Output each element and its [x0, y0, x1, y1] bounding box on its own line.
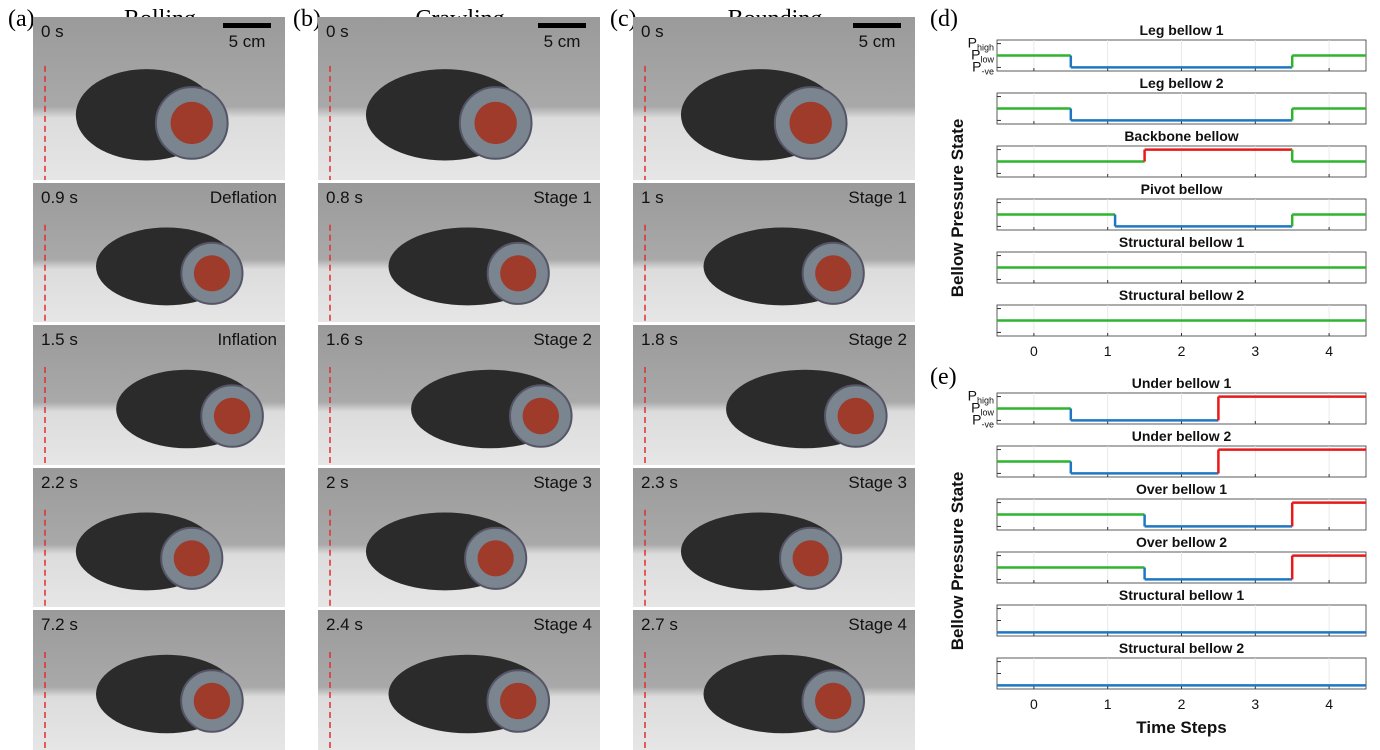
panel-label: (a)	[8, 6, 35, 32]
frame-note: Stage 3	[848, 473, 907, 492]
frame-time: 1.5 s	[41, 330, 78, 349]
robot-core	[194, 255, 230, 291]
robot-core	[478, 540, 514, 576]
frame-time: 2.3 s	[641, 473, 678, 492]
frame-note: Stage 2	[848, 330, 907, 349]
subplot-title: Backbone bellow	[1124, 128, 1238, 144]
subplot-title: Under bellow 2	[1132, 428, 1232, 444]
subplot-title: Structural bellow 2	[1119, 640, 1244, 656]
robot-core	[500, 255, 536, 291]
subplot-title: Over bellow 2	[1136, 534, 1227, 550]
subplot-title: Leg bellow 1	[1139, 22, 1223, 38]
panel-label: (b)	[293, 6, 321, 32]
frame-time: 0 s	[326, 22, 349, 41]
subplot-title: Leg bellow 2	[1139, 75, 1223, 91]
robot-core	[815, 683, 851, 719]
x-tick-label: 4	[1325, 696, 1333, 712]
frame-note: Stage 4	[533, 615, 592, 634]
robot-core	[174, 540, 210, 576]
x-tick-label: 0	[1030, 343, 1038, 359]
frame-time: 2.2 s	[41, 473, 78, 492]
frame-time: 0 s	[41, 22, 64, 41]
frame-time: 1 s	[641, 188, 664, 207]
robot-core	[171, 102, 213, 144]
frame-note: Deflation	[210, 188, 277, 207]
scale-label: 5 cm	[544, 32, 581, 51]
frame-note: Stage 4	[848, 615, 907, 634]
scale-bar	[223, 23, 271, 28]
frame-time: 2.4 s	[326, 615, 363, 634]
frame-time: 1.6 s	[326, 330, 363, 349]
frame-time: 2.7 s	[641, 615, 678, 634]
subplot-title: Structural bellow 2	[1119, 287, 1244, 303]
robot-core	[789, 102, 831, 144]
x-axis-label: Time Steps	[1136, 718, 1226, 737]
y-axis-label: Bellow Pressure State	[948, 472, 967, 651]
scale-bar	[538, 23, 586, 28]
robot-core	[523, 398, 559, 434]
frame-note: Stage 3	[533, 473, 592, 492]
scale-label: 5 cm	[859, 32, 896, 51]
y-tick-label-sub: -ve	[981, 419, 994, 429]
figure: (a)Rolling0 s5 cm0.9 sDeflation1.5 sInfl…	[0, 0, 1380, 750]
x-tick-label: 1	[1104, 343, 1112, 359]
x-tick-label: 0	[1030, 696, 1038, 712]
panel-label: (c)	[610, 6, 637, 32]
subplot-title: Over bellow 1	[1136, 481, 1227, 497]
frame-time: 0 s	[641, 22, 664, 41]
scale-label: 5 cm	[229, 32, 266, 51]
frame-note: Stage 1	[848, 188, 907, 207]
robot-core	[793, 540, 829, 576]
x-tick-label: 2	[1178, 343, 1186, 359]
frame-note: Inflation	[217, 330, 277, 349]
robot-core	[194, 683, 230, 719]
y-tick-label-sub: low	[980, 408, 994, 418]
subplot-title: Pivot bellow	[1141, 181, 1223, 197]
scale-bar	[853, 23, 901, 28]
x-tick-label: 4	[1325, 343, 1333, 359]
chart-label: (d)	[930, 6, 958, 32]
y-tick-label-main: P	[972, 58, 981, 74]
robot-core	[838, 398, 874, 434]
chart-label: (e)	[930, 364, 957, 390]
frame-time: 0.9 s	[41, 188, 78, 207]
x-tick-label: 1	[1104, 696, 1112, 712]
robot-core	[214, 398, 250, 434]
subplot-title: Under bellow 1	[1132, 375, 1232, 391]
robot-core	[815, 255, 851, 291]
x-tick-label: 2	[1178, 696, 1186, 712]
x-tick-label: 3	[1251, 696, 1259, 712]
y-tick-label-sub: low	[980, 55, 994, 65]
robot-core	[474, 102, 516, 144]
frame-note: Stage 2	[533, 330, 592, 349]
frame-time: 0.8 s	[326, 188, 363, 207]
robot-core	[500, 683, 536, 719]
subplot-title: Structural bellow 1	[1119, 234, 1244, 250]
x-tick-label: 3	[1251, 343, 1259, 359]
y-tick-label-main: P	[972, 411, 981, 427]
subplot-title: Structural bellow 1	[1119, 587, 1244, 603]
frame-time: 2 s	[326, 473, 349, 492]
y-axis-label: Bellow Pressure State	[948, 119, 967, 298]
frame-time: 7.2 s	[41, 615, 78, 634]
frame-time: 1.8 s	[641, 330, 678, 349]
frame-note: Stage 1	[533, 188, 592, 207]
y-tick-label-sub: -ve	[981, 66, 994, 76]
